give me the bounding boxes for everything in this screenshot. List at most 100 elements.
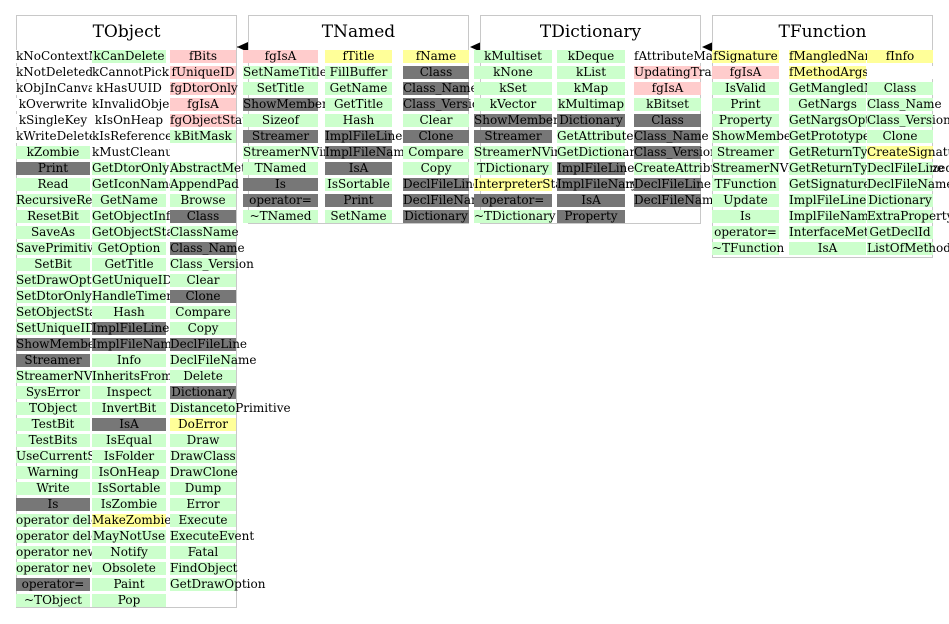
member-copy: Copy — [403, 162, 469, 175]
member-inspect: Inspect — [92, 386, 166, 399]
member-dictionary: Dictionary — [867, 193, 933, 207]
member-implfilename: ImplFileName — [557, 177, 644, 191]
member-implfileline: ImplFileLine — [557, 161, 635, 175]
member-kmap: kMap — [557, 82, 625, 95]
member-operator-new: operator new — [16, 545, 98, 559]
member-abstractmethod: AbstractMethod — [170, 161, 269, 175]
member-ksinglekey: kSingleKey — [16, 114, 90, 127]
member-kisonheap: kIsOnHeap — [92, 114, 166, 127]
member-resetbit: ResetBit — [16, 210, 90, 223]
member-knone: kNone — [474, 66, 552, 79]
member-streamernvirtual: StreamerNVirtual — [474, 145, 584, 159]
member-print: Print — [16, 162, 90, 175]
member-appendpad: AppendPad — [170, 177, 239, 191]
member-class-name: Class_Name — [403, 81, 478, 95]
member-read: Read — [16, 178, 90, 191]
member-ftitle: fTitle — [325, 50, 392, 63]
member-declfilename: DeclFileName — [403, 193, 490, 207]
member-clone: Clone — [403, 130, 469, 143]
member-getoption: GetOption — [92, 242, 166, 255]
member-implfilename: ImplFileName — [789, 209, 876, 223]
member-inheritsfrom: InheritsFrom — [92, 369, 173, 383]
member-kinvalidobject: kInvalidObject — [92, 97, 181, 111]
member-getname: GetName — [325, 82, 392, 95]
member-class: Class — [403, 66, 469, 79]
member-fatal: Fatal — [170, 546, 236, 559]
member-khasuuid: kHasUUID — [92, 82, 166, 95]
member-compare: Compare — [170, 306, 236, 319]
member-operator-delete: operator delete — [16, 513, 111, 527]
member-kcandelete: kCanDelete — [92, 49, 166, 63]
member-showmembers: ShowMembers — [243, 97, 334, 111]
member-createsignature: CreateSignature — [867, 145, 949, 159]
member-operator: operator= — [243, 194, 318, 207]
member-fgisa: fgIsA — [170, 98, 236, 111]
member-kmustcleanup: kMustCleanup — [92, 145, 181, 159]
member-class: Class — [170, 210, 236, 223]
member-distancetoprimitive: DistancetoPrimitive — [170, 401, 291, 415]
member-iszombie: IsZombie — [92, 498, 166, 511]
member-getdictionary: GetDictionary — [557, 145, 642, 159]
member-isa: IsA — [557, 194, 625, 207]
member-operator-new: operator new[] — [16, 561, 107, 575]
member-classname: ClassName — [170, 225, 239, 239]
member-operator: operator= — [474, 194, 552, 207]
member-dump: Dump — [170, 482, 236, 495]
member-invertbit: InvertBit — [92, 402, 166, 415]
member-class: Class — [634, 114, 701, 127]
member-executeevent: ExecuteEvent — [170, 529, 255, 543]
member-streamer: Streamer — [243, 130, 318, 143]
member-getobjectinfo: GetObjectInfo — [92, 209, 178, 223]
member-kmultimap: kMultimap — [557, 97, 625, 111]
member-getsignature: GetSignature — [789, 177, 871, 191]
member-is: Is — [243, 178, 318, 191]
member-blank — [867, 66, 933, 79]
member-declfilename: DeclFileName — [867, 177, 949, 191]
member-write: Write — [16, 482, 90, 495]
member-streamernvirtual: StreamerNVirtual — [16, 369, 126, 383]
member-operator: operator= — [712, 226, 779, 239]
inherit-arrow-tnamed — [237, 42, 248, 52]
member-implfilename: ImplFileName — [325, 145, 412, 159]
member-implfilename: ImplFileName — [92, 337, 179, 351]
member-fsignature: fSignature — [712, 49, 779, 63]
member-update: Update — [712, 194, 779, 207]
member-streamernvirtual: StreamerNVirtual — [712, 161, 822, 175]
member-is: Is — [16, 498, 90, 511]
member-kset: kSet — [474, 82, 552, 95]
member-streamernvirtual: StreamerNVirtual — [243, 145, 353, 159]
member-implfileline: ImplFileLine — [325, 129, 403, 143]
member-showmembers: ShowMembers — [474, 113, 565, 127]
member-getobjectstat: GetObjectStat — [92, 225, 179, 239]
member-dictionary: Dictionary — [170, 385, 236, 399]
member-is: Is — [712, 210, 779, 223]
member-isfolder: IsFolder — [92, 450, 166, 463]
member-print: Print — [325, 194, 392, 207]
member-isequal: IsEqual — [92, 434, 166, 447]
member-draw: Draw — [170, 434, 236, 447]
member-findobject: FindObject — [170, 561, 238, 575]
member-interfacemethod: InterfaceMethod — [789, 225, 892, 239]
member-copy: Copy — [170, 322, 236, 335]
member-getnargs: GetNargs — [789, 98, 866, 111]
member-kisreferenced: kIsReferenced — [92, 129, 180, 143]
member-tobject: ~TObject — [16, 594, 90, 607]
member-dictionary: Dictionary — [403, 209, 469, 223]
member-operator-delete: operator delete[] — [16, 529, 120, 543]
member-settitle: SetTitle — [243, 82, 318, 95]
member-saveas: SaveAs — [16, 226, 90, 239]
member-paint: Paint — [92, 578, 166, 591]
class-title: TObject — [92, 22, 161, 42]
member-compare: Compare — [403, 146, 469, 159]
member-class-version: Class_Version — [634, 145, 718, 159]
member-drawclass: DrawClass — [170, 449, 236, 463]
member-extraproperty: ExtraProperty — [867, 209, 949, 223]
member-clone: Clone — [867, 130, 933, 143]
member-showmembers: ShowMembers — [16, 337, 107, 351]
member-isa: IsA — [325, 162, 392, 175]
member-error: Error — [170, 498, 236, 511]
member-getname: GetName — [92, 194, 166, 207]
member-klist: kList — [557, 66, 625, 79]
member-isvalid: IsValid — [712, 82, 779, 95]
member-hash: Hash — [325, 114, 392, 127]
